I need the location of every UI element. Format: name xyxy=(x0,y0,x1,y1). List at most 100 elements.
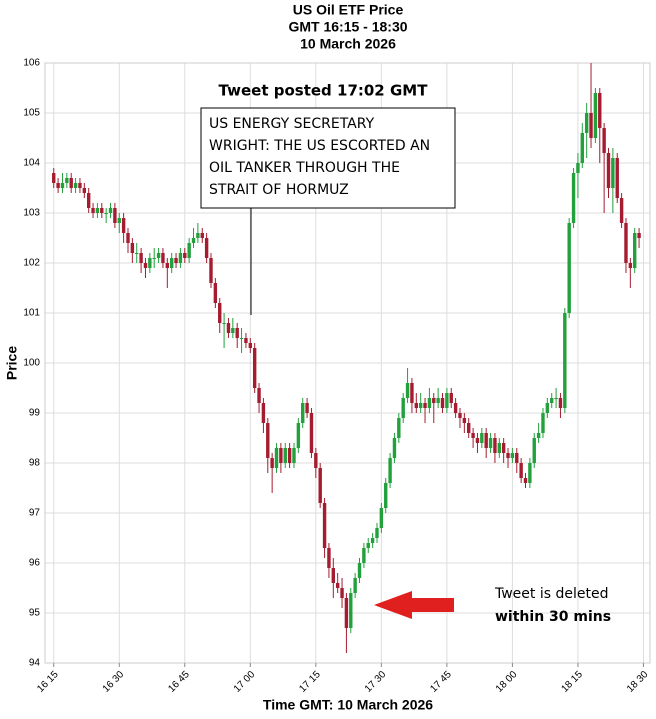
candle-body xyxy=(100,208,104,213)
candle-body xyxy=(91,208,95,213)
candle-body xyxy=(121,218,126,233)
candle-body xyxy=(174,258,178,263)
y-tick-label: 106 xyxy=(23,58,40,69)
candle-body xyxy=(606,153,611,188)
candle-body xyxy=(187,243,191,258)
candles xyxy=(52,63,641,653)
candle-body xyxy=(550,398,554,403)
candle-body xyxy=(161,253,165,263)
candle-body xyxy=(506,453,510,458)
candle-body xyxy=(449,393,453,403)
x-axis-label: Time GMT: 10 March 2026 xyxy=(263,697,433,713)
candle-body xyxy=(108,208,113,213)
y-tick-label: 98 xyxy=(29,458,41,469)
candle-body xyxy=(528,463,532,483)
candle-body xyxy=(60,183,65,188)
candle-body xyxy=(397,418,401,438)
candle-body xyxy=(222,323,226,324)
candle-body xyxy=(95,208,100,213)
candle-body xyxy=(471,433,475,438)
candle-body xyxy=(401,398,405,418)
candle-body xyxy=(274,448,279,468)
candle-body xyxy=(558,398,563,408)
x-tick-label: 16 15 xyxy=(35,669,61,695)
candle-body xyxy=(375,528,379,538)
candle-body xyxy=(576,163,580,173)
candle-body xyxy=(589,113,593,138)
y-tick-label: 97 xyxy=(29,508,41,519)
candle-body xyxy=(628,263,633,268)
candle-body xyxy=(69,178,73,188)
chart-title: US Oil ETF Price xyxy=(293,2,404,18)
candle-body xyxy=(331,568,336,583)
candle-body xyxy=(104,213,108,214)
candle-body xyxy=(598,93,602,128)
candle-body xyxy=(366,543,370,548)
candle-body xyxy=(392,438,397,458)
x-tick-label: 18 00 xyxy=(494,669,520,695)
candle-body xyxy=(611,158,615,188)
candle-body xyxy=(571,173,576,223)
tweet-line: STRAIT OF HORMUZ xyxy=(209,182,349,198)
candle-body xyxy=(318,468,322,503)
candle-body xyxy=(56,183,60,188)
y-tick-label: 105 xyxy=(23,108,40,119)
candle-body xyxy=(353,578,357,593)
y-tick-label: 100 xyxy=(23,358,40,369)
deleted-note: Tweet is deleted xyxy=(494,586,608,602)
candle-body xyxy=(467,423,471,433)
candle-body xyxy=(475,438,480,443)
candle-body xyxy=(445,393,449,408)
candle-body xyxy=(204,238,209,258)
candle-body xyxy=(78,183,82,188)
candle-body xyxy=(602,128,606,153)
candle-body xyxy=(261,403,266,423)
candle-body xyxy=(536,433,541,438)
candle-body xyxy=(191,238,196,243)
candle-body xyxy=(257,388,261,403)
candle-body xyxy=(305,403,309,413)
candle-body xyxy=(541,413,545,433)
tweet-posted-label: Tweet posted 17:02 GMT xyxy=(219,82,429,100)
candle-body xyxy=(580,133,584,163)
candle-body xyxy=(423,403,427,408)
candle-body xyxy=(462,418,467,423)
candle-body xyxy=(427,398,432,408)
candle-body xyxy=(52,173,56,183)
candle-body xyxy=(226,323,231,333)
candle-body xyxy=(357,563,362,578)
candle-body xyxy=(239,338,244,339)
candle-body xyxy=(135,253,139,254)
candle-body xyxy=(349,593,353,628)
candle-body xyxy=(165,263,170,268)
candle-body xyxy=(73,183,78,188)
candle-body xyxy=(117,218,121,223)
candle-body xyxy=(523,478,528,483)
candle-body xyxy=(82,188,87,193)
red-arrow xyxy=(374,591,454,619)
candle-body xyxy=(152,258,156,259)
candle-body xyxy=(301,403,305,423)
y-tick-label: 95 xyxy=(29,608,41,619)
tweet-line: US ENERGY SECRETARY xyxy=(209,116,375,132)
x-tick-label: 18 30 xyxy=(625,669,651,695)
x-tick-label: 17 00 xyxy=(232,669,258,695)
candle-body xyxy=(169,258,174,268)
candle-body xyxy=(458,413,462,418)
candle-body xyxy=(252,348,257,388)
candle-body xyxy=(615,158,619,198)
x-tick-label: 17 15 xyxy=(297,669,323,695)
candle-body xyxy=(231,328,235,333)
candle-body xyxy=(532,438,536,463)
candle-body xyxy=(493,438,497,453)
candle-body xyxy=(244,338,248,343)
candle-body xyxy=(327,548,331,568)
candle-body xyxy=(283,448,287,463)
candle-body xyxy=(235,328,239,338)
x-tick-label: 17 45 xyxy=(428,669,454,695)
y-tick-label: 99 xyxy=(29,408,41,419)
candle-body xyxy=(519,463,523,478)
chart-subtitle: GMT 16:15 - 18:30 xyxy=(288,19,407,35)
candle-body xyxy=(362,548,366,563)
